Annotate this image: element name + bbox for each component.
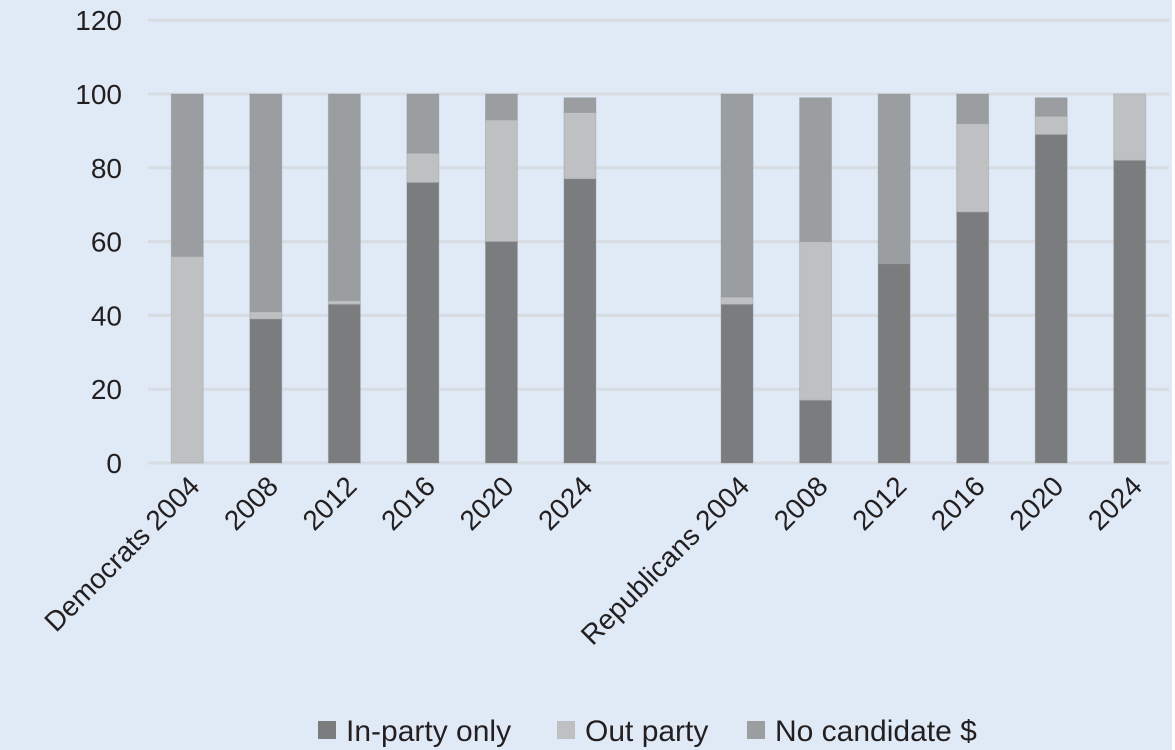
bar-segment-in-party-only <box>406 182 440 464</box>
legend-item: Out party <box>557 715 708 748</box>
legend-swatch-icon <box>557 721 575 739</box>
bar-segment-no-candidate <box>563 97 597 113</box>
bar-segment-no-candidate <box>720 93 754 298</box>
bar-segment-no-candidate <box>1034 97 1068 117</box>
y-tick-label: 40 <box>91 300 122 331</box>
bar-segment-out-party <box>249 311 283 320</box>
bar-segment-no-candidate <box>170 93 204 257</box>
x-category-label: 2020 <box>454 470 520 536</box>
bar-segment-no-candidate <box>956 93 990 125</box>
bar-stack <box>170 93 204 464</box>
bar-stack <box>720 93 754 464</box>
y-tick-label: 80 <box>91 153 122 184</box>
bar-segment-in-party-only <box>1113 159 1147 464</box>
bar-segment-out-party <box>327 300 361 305</box>
legend-label: No candidate $ <box>775 715 977 748</box>
legend-item: No candidate $ <box>747 715 977 748</box>
bar-segment-in-party-only <box>327 303 361 464</box>
bar-segment-no-candidate <box>406 93 440 154</box>
bar-segment-out-party <box>563 111 597 180</box>
bar-stack <box>877 93 911 464</box>
y-tick-label: 60 <box>91 227 122 258</box>
bar-segment-out-party <box>720 296 754 305</box>
bar-segment-no-candidate <box>799 97 833 243</box>
bar-segment-in-party-only <box>1034 134 1068 464</box>
bars <box>170 93 1147 464</box>
x-category-label: 2016 <box>375 470 441 536</box>
bar-segment-in-party-only <box>563 178 597 464</box>
bar-stack <box>956 93 990 464</box>
bar-stack <box>484 93 518 464</box>
bar-stack <box>327 93 361 464</box>
legend-item: In-party only <box>318 715 511 748</box>
y-tick-label: 120 <box>75 5 122 36</box>
bar-segment-no-candidate <box>327 93 361 302</box>
bar-segment-in-party-only <box>720 303 754 464</box>
bar-stack <box>799 97 833 464</box>
x-category-label: 2016 <box>925 470 991 536</box>
legend-swatch-icon <box>318 721 336 739</box>
x-category-label: 2008 <box>218 470 284 536</box>
bar-stack <box>249 93 283 464</box>
legend-label: Out party <box>585 715 708 748</box>
legend-label: In-party only <box>346 715 511 748</box>
bar-segment-in-party-only <box>877 263 911 464</box>
gridlines <box>148 18 1169 465</box>
bar-segment-out-party <box>406 152 440 184</box>
bar-stack <box>563 97 597 464</box>
y-tick-label: 20 <box>91 374 122 405</box>
x-category-label: 2020 <box>1003 470 1069 536</box>
bar-segment-out-party <box>1034 115 1068 136</box>
x-category-label: Democrats 2004 <box>38 470 205 637</box>
bar-segment-no-candidate <box>484 93 518 121</box>
bar-segment-no-candidate <box>249 93 283 313</box>
bar-stack <box>1113 93 1147 464</box>
x-category-label: 2012 <box>297 470 363 536</box>
x-category-label: 2008 <box>768 470 834 536</box>
x-category-label: Republicans 2004 <box>575 470 755 650</box>
bar-segment-in-party-only <box>956 211 990 464</box>
legend-swatch-icon <box>747 721 765 739</box>
bar-segment-out-party <box>170 255 204 464</box>
bar-segment-out-party <box>1113 93 1147 161</box>
x-category-label: 2012 <box>846 470 912 536</box>
bar-segment-out-party <box>484 119 518 243</box>
y-axis-tick-labels: 0 20 40 60 80 100 120 <box>75 5 122 479</box>
x-axis-category-labels: Democrats 2004 2008 2012 2016 2020 2024Republ… <box>38 470 1148 650</box>
bar-segment-no-candidate <box>877 93 911 265</box>
x-category-label: 2024 <box>532 470 598 536</box>
legend: In-party only Out party No candidate $ <box>318 715 977 748</box>
bar-segment-out-party <box>956 123 990 213</box>
x-category-label: 2024 <box>1082 470 1148 536</box>
bar-stack <box>406 93 440 464</box>
y-tick-label: 100 <box>75 79 122 110</box>
y-tick-label: 0 <box>106 448 122 479</box>
bar-segment-in-party-only <box>249 318 283 464</box>
bar-segment-out-party <box>799 241 833 401</box>
bar-segment-in-party-only <box>484 241 518 464</box>
bar-stack <box>1034 97 1068 464</box>
bar-segment-in-party-only <box>799 399 833 464</box>
